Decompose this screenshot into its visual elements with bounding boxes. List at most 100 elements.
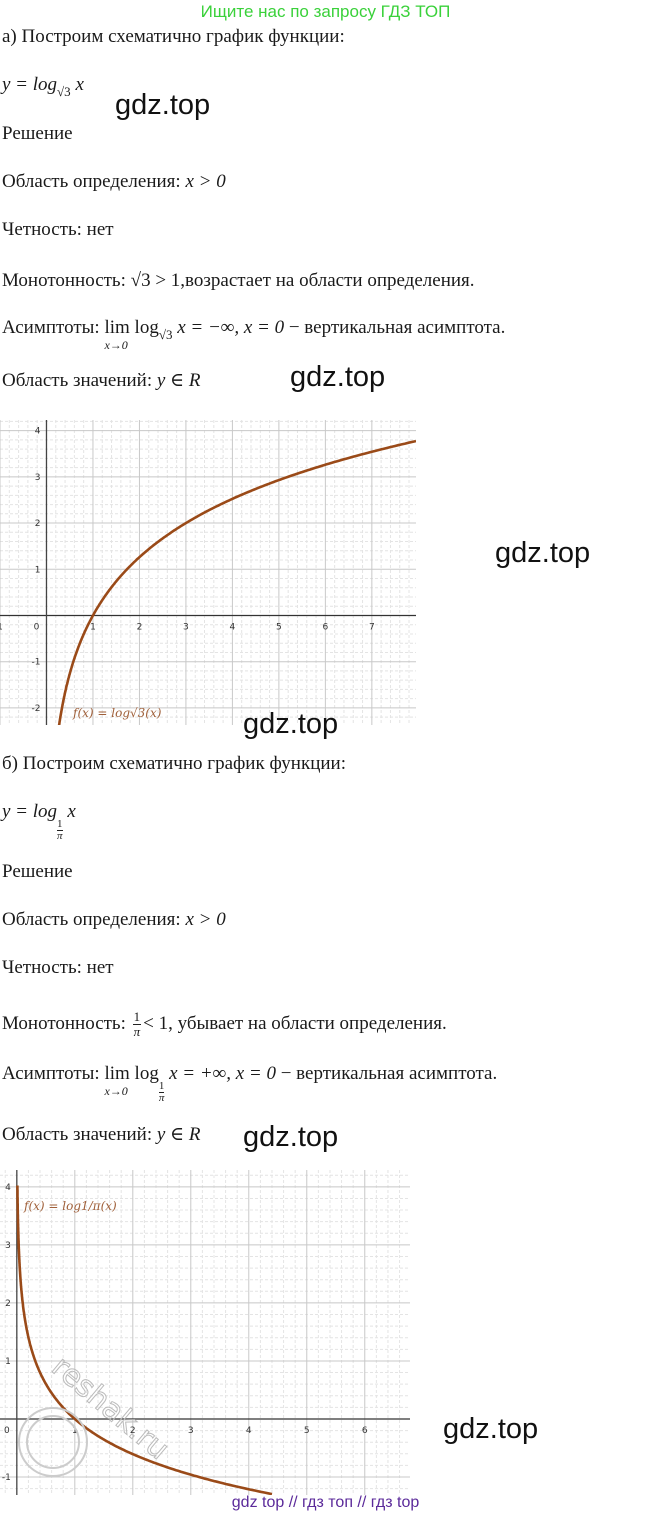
function-label: f(x) = log1/π(x) xyxy=(23,1199,117,1213)
part-a-solution: Решение xyxy=(2,123,73,144)
monotonic-expr: < 1 xyxy=(143,1012,169,1034)
part-a-monotonic: Монотонность: √3 > 1,возрастает на облас… xyxy=(2,269,475,293)
x-tick-label: 7 xyxy=(369,622,375,632)
part-a-heading: а) Построим схематично график функции: xyxy=(2,26,345,47)
function-curve xyxy=(16,1185,273,1495)
monotonic-text: ,возрастает на области определения. xyxy=(180,270,475,291)
limit: lim x→0 xyxy=(104,316,130,352)
domain-label: Область определения: xyxy=(2,171,186,192)
part-b-formula: y = log 1 π x xyxy=(2,800,76,842)
x-tick-label: 1 xyxy=(90,622,96,632)
y-tick-label: 1 xyxy=(5,1357,11,1367)
y-tick-label: 3 xyxy=(5,1241,11,1251)
monotonic-label: Монотонность: xyxy=(2,270,131,291)
asym-text: − вертикальная асимптота. xyxy=(284,317,506,338)
x-tick-label: 0 xyxy=(4,1426,10,1436)
frac-num: 1 xyxy=(57,818,63,831)
y-tick-label: 4 xyxy=(35,427,41,437)
watermark: gdz.top xyxy=(443,1413,539,1445)
frac-den: π xyxy=(57,830,63,842)
formula-lhs: y = log xyxy=(2,801,58,822)
asym-text: − вертикальная асимптота. xyxy=(275,1063,498,1084)
asym-log: log xyxy=(134,317,159,338)
lim-text: lim xyxy=(104,317,130,338)
function-label: f(x) = log√3(x) xyxy=(72,706,162,720)
part-a-range: Область значений: y ∈ R xyxy=(2,369,200,393)
x-tick-label: 2 xyxy=(137,622,143,632)
limit: lim x→0 xyxy=(104,1062,130,1098)
domain-label: Область определения: xyxy=(2,909,186,930)
asym-label: Асимптоты: xyxy=(2,1063,105,1084)
x-tick-label: 3 xyxy=(188,1426,194,1436)
formula-arg: x xyxy=(62,801,76,822)
asym-expr: x = −∞, x = 0 xyxy=(172,317,285,338)
formula-arg: x xyxy=(70,74,84,95)
part-a-parity: Четность: нет xyxy=(2,219,114,240)
part-b-range: Область значений: y ∈ R xyxy=(2,1123,200,1147)
y-tick-label: -1 xyxy=(31,658,40,668)
monotonic-text: , убывает на области определения. xyxy=(168,1012,447,1034)
y-tick-label: 4 xyxy=(5,1183,11,1193)
x-tick-label: 5 xyxy=(304,1426,310,1436)
monotonic-expr: √3 > 1 xyxy=(130,270,181,291)
range-label: Область значений: xyxy=(2,1124,157,1145)
part-b-solution: Решение xyxy=(2,861,73,882)
chart-log-sqrt3: 1 0 1 2 3 4 5 6 7 4 3 2 1 -1 -2 f(x) = log√3(x) xyxy=(0,420,416,725)
lim-under: x→0 xyxy=(104,1084,128,1098)
x-tick-label: 3 xyxy=(183,622,189,632)
part-b-heading: б) Построим схематично график функции: xyxy=(2,753,346,774)
copyright-watermark-icon xyxy=(18,1407,88,1477)
x-tick-label: 2 xyxy=(130,1426,136,1436)
asym-log: log xyxy=(134,1063,159,1084)
frac-num: 1 xyxy=(158,1080,165,1093)
part-b-parity: Четность: нет xyxy=(2,957,114,978)
asym-label: Асимптоты: xyxy=(2,317,105,338)
footer-links: gdz top // гдз топ // гдз top xyxy=(231,1494,420,1511)
watermark: gdz.top xyxy=(243,1121,339,1153)
formula-base: √3 xyxy=(57,84,71,99)
x-tick-label: 4 xyxy=(230,622,236,632)
part-b-asymptotes: Асимптоты: lim x→0 log 1 π x = +∞, x = 0 − … xyxy=(2,1062,498,1104)
domain-value: x > 0 xyxy=(185,909,226,930)
part-a-asymptotes: Асимптоты: lim x→0 log√3 x = −∞, x = 0 − … xyxy=(2,316,506,352)
x-tick-label: 5 xyxy=(276,622,282,632)
y-tick-label: -2 xyxy=(31,704,40,714)
watermark: gdz.top xyxy=(290,361,386,393)
frac-den: π xyxy=(158,1092,165,1104)
part-a-formula: y = log√3 x xyxy=(2,73,84,99)
x-tick-label: 6 xyxy=(322,622,328,632)
range-value: y ∈ R xyxy=(156,1124,201,1145)
y-tick-label: 1 xyxy=(35,565,41,575)
part-b-domain: Область определения: x > 0 xyxy=(2,908,226,932)
y-tick-label: 2 xyxy=(35,519,41,529)
function-curve xyxy=(57,439,416,725)
copyright-watermark-icon xyxy=(26,1415,80,1469)
part-a-domain: Область определения: x > 0 xyxy=(2,170,226,194)
x-tick-label: 0 xyxy=(34,622,40,632)
search-banner: Ищите нас по запросу ГДЗ ТОП xyxy=(200,2,451,21)
y-tick-label: 2 xyxy=(5,1299,11,1309)
lim-under: x→0 xyxy=(104,338,128,352)
asym-base: √3 xyxy=(158,327,173,342)
range-value: y ∈ R xyxy=(156,370,201,391)
frac-den: π xyxy=(133,1024,141,1039)
part-b-monotonic: Монотонность: 1 π < 1, убывает на области … xyxy=(2,1010,447,1039)
monotonic-label: Монотонность: xyxy=(2,1012,131,1034)
y-tick-label: -1 xyxy=(2,1473,11,1483)
range-label: Область значений: xyxy=(2,370,157,391)
x-tick-label: 1 xyxy=(72,1426,78,1436)
watermark: gdz.top xyxy=(115,89,211,121)
domain-value: x > 0 xyxy=(185,171,226,192)
x-tick-label: 6 xyxy=(362,1426,368,1436)
lim-text: lim xyxy=(104,1063,130,1084)
x-tick-label: 1 xyxy=(0,622,3,632)
x-tick-label: 4 xyxy=(246,1426,252,1436)
frac-num: 1 xyxy=(132,1009,142,1025)
y-tick-label: 3 xyxy=(35,473,41,483)
watermark: gdz.top xyxy=(243,708,339,740)
formula-lhs: y = log xyxy=(2,74,58,95)
asym-expr: x = +∞, x = 0 xyxy=(164,1063,276,1084)
